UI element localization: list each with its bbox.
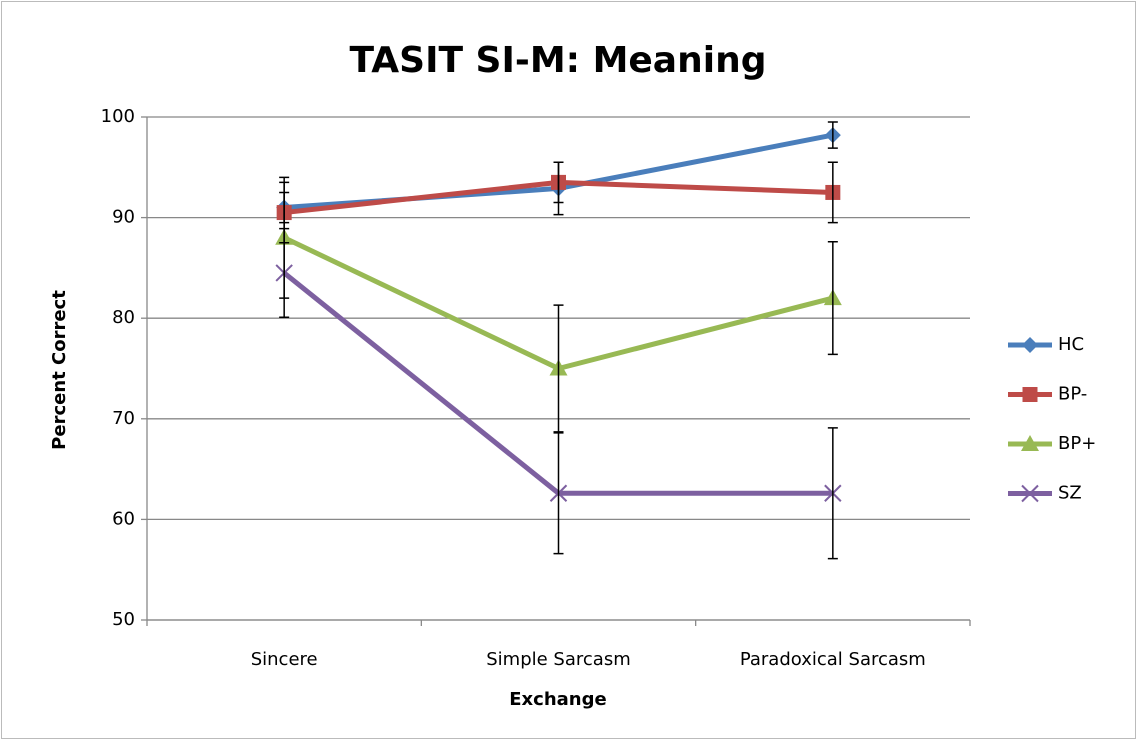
y-axis-title: Percent Correct xyxy=(49,290,70,450)
x-axis-title: Exchange xyxy=(509,689,606,710)
chart-title: TASIT SI-M: Meaning xyxy=(350,40,767,81)
x-tick-label: Simple Sarcasm xyxy=(486,649,630,670)
x-tick-label: Sincere xyxy=(251,649,318,670)
y-tick-label: 60 xyxy=(112,508,135,529)
y-tick-label: 70 xyxy=(112,408,135,429)
legend-marker xyxy=(1022,387,1038,402)
legend-marker xyxy=(1022,337,1038,353)
legend-marker xyxy=(1021,435,1039,451)
error-bar xyxy=(553,161,564,204)
error-bar xyxy=(827,240,838,356)
legend-label: SZ xyxy=(1058,483,1082,504)
error-bar xyxy=(827,121,838,149)
error-bar xyxy=(279,227,290,318)
error-bar xyxy=(827,427,838,560)
error-bar xyxy=(827,161,838,224)
legend-label: BP- xyxy=(1058,384,1087,405)
error-bar xyxy=(553,432,564,555)
y-tick-label: 90 xyxy=(112,207,135,228)
legend-marker xyxy=(1021,484,1039,503)
legend-label: BP+ xyxy=(1058,433,1096,454)
x-tick-label: Paradoxical Sarcasm xyxy=(740,649,926,670)
legend-label: HC xyxy=(1058,334,1084,355)
error-bar xyxy=(553,304,564,433)
y-tick-label: 50 xyxy=(112,609,135,630)
y-tick-label: 100 xyxy=(101,106,135,127)
y-tick-label: 80 xyxy=(112,307,135,328)
